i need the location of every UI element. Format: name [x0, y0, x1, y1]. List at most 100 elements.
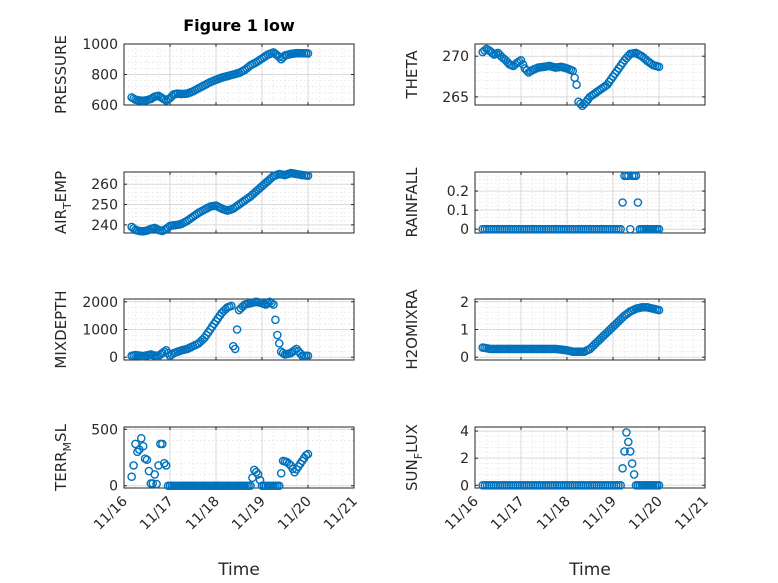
x-axis-label: Time: [568, 560, 611, 580]
subplot-2: 265 270 THETA: [403, 43, 706, 111]
data-point: [159, 458, 169, 468]
data-point: [274, 339, 284, 348]
data-point: [622, 428, 631, 437]
data-point: [516, 55, 526, 65]
data-point: [625, 224, 635, 234]
plot-area: [123, 426, 355, 489]
subplot-4: 0 0.1 0.2 RAINFALL: [403, 167, 706, 238]
data-point: [138, 441, 148, 451]
y-tick-label: 1000: [82, 37, 118, 53]
y-axis-label: AIRTEMP: [52, 171, 74, 234]
data-point: [487, 48, 497, 58]
data-point: [267, 298, 276, 308]
grid-lines: [475, 171, 705, 234]
data-point: [263, 298, 273, 308]
y-tick-label: 265: [442, 90, 469, 106]
subplot-3: 240 250 260 AIRTEMP: [52, 168, 355, 236]
data-point: [518, 60, 528, 69]
y-tick-label: 500: [91, 422, 118, 438]
data-point: [158, 439, 167, 449]
y-tick-label: 250: [91, 198, 118, 214]
plot-area: [474, 171, 706, 234]
data-point: [269, 300, 278, 309]
y-tick-label: 800: [91, 68, 118, 84]
data-point: [276, 469, 286, 478]
y-tick-label: 2000: [82, 295, 118, 311]
y-tick-label: 600: [91, 98, 118, 114]
y-tick-label: 260: [91, 177, 118, 193]
y-axis-label: TERRMSL: [52, 423, 74, 492]
y-axis-label: SUNFLUX: [403, 424, 425, 491]
data-point: [232, 325, 242, 334]
data-point: [152, 479, 161, 489]
y-tick-label: 0: [109, 479, 118, 495]
y-tick-label: 0: [460, 478, 469, 494]
grid-lines: [475, 427, 705, 488]
y-tick-label: 240: [91, 218, 118, 234]
y-axis-label: RAINFALL: [403, 167, 421, 238]
y-tick-label: 0.1: [447, 203, 469, 219]
data-point: [227, 301, 236, 311]
data-point: [629, 470, 639, 479]
plot-title: Figure 1 low: [183, 16, 295, 35]
data-point: [253, 470, 263, 479]
data-point: [303, 171, 313, 180]
data-point: [230, 344, 240, 354]
data-markers: [478, 44, 664, 111]
y-tick-label: 4: [460, 424, 469, 440]
y-axis-label: THETA: [403, 50, 421, 100]
y-tick-label: 0: [460, 222, 469, 238]
grid-lines: [475, 299, 705, 360]
data-markers: [478, 171, 664, 234]
data-markers: [127, 433, 313, 491]
subplot-1: 600 800 1000 PRESSURE Figure 1 low: [52, 16, 355, 114]
data-point: [616, 480, 625, 490]
data-point: [127, 472, 136, 482]
y-tick-label: 2: [460, 451, 469, 467]
data-point: [303, 49, 313, 58]
data-point: [631, 171, 641, 181]
data-point: [480, 46, 489, 55]
data-point: [633, 198, 643, 207]
data-point: [161, 461, 171, 470]
axis-frame: [123, 171, 355, 234]
y-tick-label: 0.2: [447, 184, 469, 200]
data-markers: [127, 297, 313, 361]
data-point: [131, 439, 140, 449]
axis-frame: [474, 43, 706, 106]
data-point: [654, 224, 664, 234]
data-point: [159, 347, 169, 356]
data-point: [654, 305, 664, 315]
y-axis-label: PRESSURE: [52, 35, 70, 114]
data-point: [142, 455, 152, 465]
y-tick-label: 1: [460, 323, 469, 339]
data-point: [136, 433, 146, 443]
data-point: [572, 80, 581, 89]
data-point: [273, 330, 282, 340]
data-point: [618, 198, 627, 207]
y-axis-label: MIXDEPTH: [52, 290, 70, 368]
data-point: [620, 447, 629, 456]
data-point: [654, 480, 664, 490]
data-markers: [478, 428, 664, 490]
subplot-6: 0 1 2 H2OMIXRA: [403, 289, 706, 370]
y-tick-label: 2: [460, 295, 469, 311]
subplot-5: 0 1000 2000 MIXDEPTH: [52, 290, 355, 369]
data-markers: [478, 303, 664, 356]
data-point: [303, 351, 313, 361]
y-tick-label: 0: [109, 350, 118, 366]
data-point: [148, 479, 158, 488]
y-tick-label: 1000: [82, 323, 118, 339]
data-point: [627, 459, 637, 468]
data-point: [129, 461, 138, 470]
data-point: [303, 449, 313, 459]
data-point: [246, 481, 255, 491]
data-point: [274, 52, 284, 62]
y-tick-label: 0: [460, 350, 469, 366]
data-point: [576, 99, 585, 109]
data-point: [274, 481, 284, 491]
y-tick-label: 270: [442, 49, 469, 65]
data-point: [271, 315, 280, 325]
data-point: [150, 470, 159, 479]
